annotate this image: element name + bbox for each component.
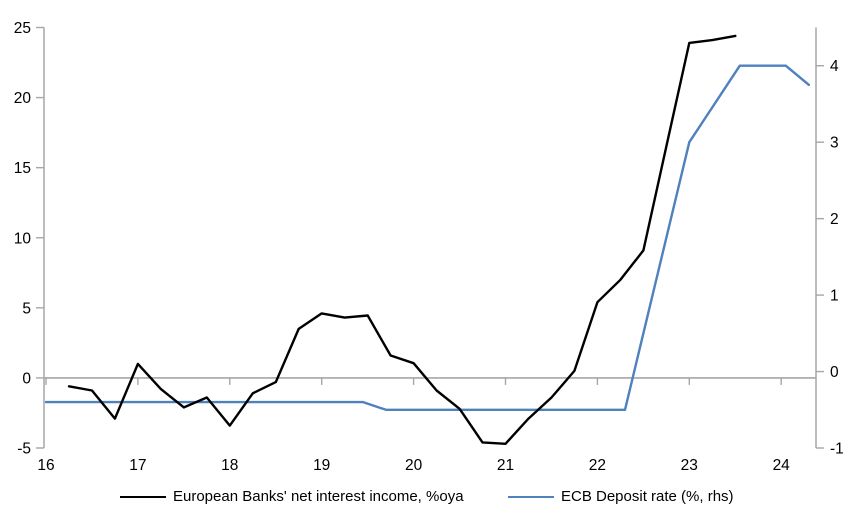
left-axis-tick-label: 5 [22,300,31,317]
legend-item-net-interest-income: European Banks' net interest income, %oy… [120,489,464,504]
legend-line-sample-black [120,495,166,498]
x-axis-tick-label: 21 [497,457,514,474]
x-axis-tick-label: 17 [129,457,146,474]
x-axis-tick-label: 19 [313,457,330,474]
left-axis-tick-label: 10 [14,230,32,247]
x-axis-tick-label: 16 [37,457,54,474]
legend-label-ecb-deposit-rate: ECB Deposit rate (%, rhs) [561,488,734,505]
right-axis-tick-label: 1 [830,288,839,305]
x-axis-tick-label: 23 [681,457,698,474]
legend-item-ecb-deposit-rate: ECB Deposit rate (%, rhs) [508,489,734,504]
left-axis-tick-label: 15 [14,160,31,177]
left-axis-tick-label: 25 [14,20,31,37]
right-axis-tick-label: 4 [830,58,839,75]
left-axis-tick-label: 20 [14,90,32,107]
right-axis-tick-label: -1 [830,441,844,458]
left-axis-tick-label: -5 [17,441,31,458]
legend-line-sample-blue [508,495,554,498]
x-axis-tick-label: 22 [589,457,606,474]
left-axis-tick-label: 0 [22,370,31,387]
x-axis-tick-label: 20 [405,457,423,474]
x-axis-tick-label: 24 [773,457,791,474]
series-line-ecb-deposit-rate [44,64,810,411]
x-axis-tick-label: 18 [221,457,238,474]
legend-label-net-interest-income: European Banks' net interest income, %oy… [173,488,464,505]
right-axis-tick-label: 0 [830,364,839,381]
series-line-net-interest-income [67,34,737,445]
right-axis-tick-label: 3 [830,135,839,152]
right-axis-tick-label: 2 [830,211,839,228]
